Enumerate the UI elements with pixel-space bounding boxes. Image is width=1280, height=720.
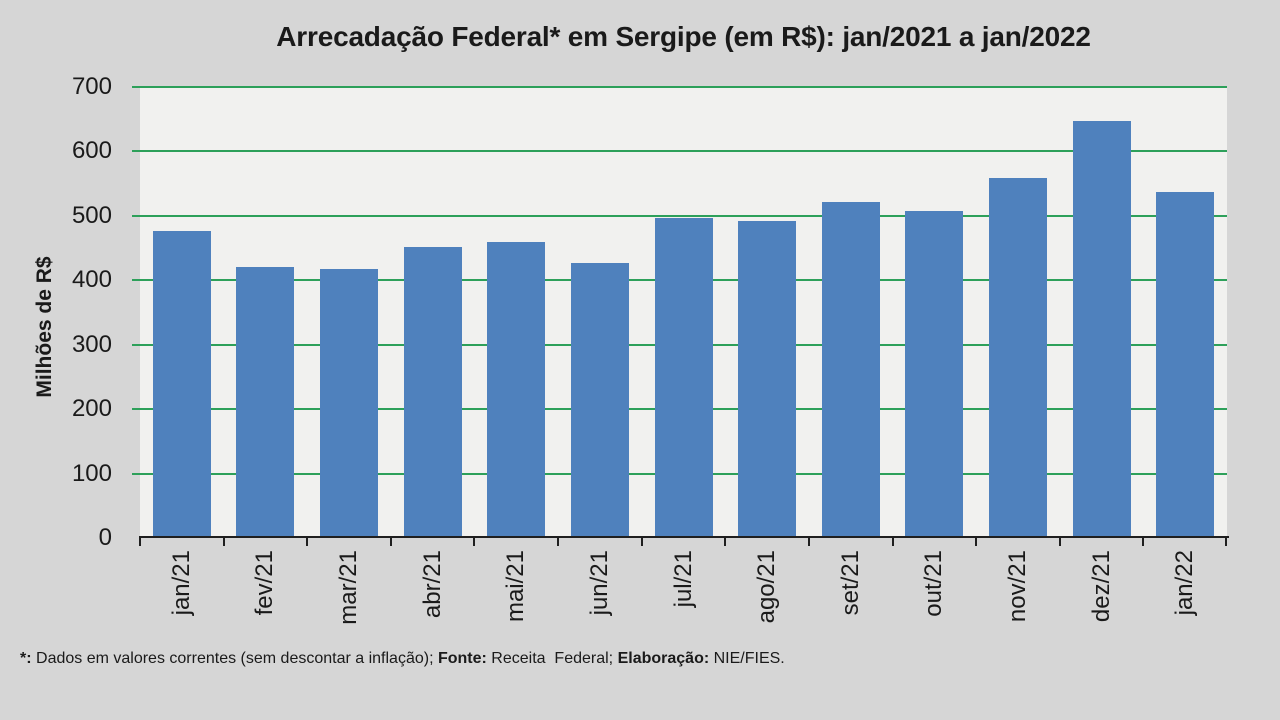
bar-jul-21 <box>654 218 713 538</box>
bar-mai-21 <box>487 241 546 538</box>
x-category-label-fev-21: fev/21 <box>251 550 279 616</box>
x-category-label-out-21: out/21 <box>920 550 948 617</box>
gridline-600 <box>132 150 1227 153</box>
x-axis-tick-9 <box>891 536 894 546</box>
x-axis-tick-2 <box>306 536 309 546</box>
bar-set-21 <box>821 202 880 538</box>
bar-mar-21 <box>320 268 379 538</box>
bar-out-21 <box>905 211 964 538</box>
chart-title: Arrecadação Federal* em Sergipe (em R$):… <box>276 21 1091 52</box>
plot-area <box>132 86 1229 546</box>
x-axis-tick-1 <box>222 536 225 546</box>
footnote-segment-1: Dados em valores correntes (sem desconta… <box>31 650 438 667</box>
x-axis-tick-3 <box>389 536 392 546</box>
x-axis-tick-5 <box>557 536 560 546</box>
y-tick-label-500: 500 <box>71 201 112 229</box>
x-category-label-jun-21: jun/21 <box>585 550 613 616</box>
y-tick-label-400: 400 <box>71 266 112 294</box>
gridline-500 <box>132 214 1227 217</box>
y-tick-label-300: 300 <box>71 330 112 358</box>
bar-jun-21 <box>570 262 629 538</box>
x-axis-tick-6 <box>640 536 643 546</box>
x-category-label-dez-21: dez/21 <box>1087 550 1115 623</box>
bar-jan-22 <box>1156 192 1215 538</box>
x-axis-tick-10 <box>975 536 978 546</box>
x-category-label-mar-21: mar/21 <box>335 550 363 625</box>
y-tick-label-200: 200 <box>71 395 112 423</box>
y-tick-label-700: 700 <box>71 73 112 100</box>
x-category-label-set-21: set/21 <box>836 550 864 616</box>
x-category-label-jan-21: jan/21 <box>167 550 195 616</box>
x-category-label-nov-21: nov/21 <box>1003 550 1031 623</box>
bar-abr-21 <box>403 246 462 538</box>
x-axis-tick-7 <box>724 536 727 546</box>
footnote-segment-2: Fonte: <box>437 650 487 667</box>
bar-nov-21 <box>988 177 1047 538</box>
bar-jan-21 <box>152 231 211 538</box>
y-tick-label-0: 0 <box>98 524 112 551</box>
x-axis-tick-4 <box>473 536 476 546</box>
bar-dez-21 <box>1072 120 1131 538</box>
x-axis-tick-8 <box>807 536 810 546</box>
x-axis-tick-13 <box>1225 536 1227 546</box>
x-category-label-mai-21: mai/21 <box>502 550 530 623</box>
x-axis-tick-12 <box>1142 536 1145 546</box>
y-tick-label-100: 100 <box>71 459 112 487</box>
footnote-segment-5: NIE/FIES. <box>709 650 785 667</box>
footnote-segment-4: Elaboração: <box>617 650 710 667</box>
footnote: *: Dados em valores correntes (sem desco… <box>20 650 785 668</box>
x-axis-line <box>139 536 1229 538</box>
footnote-segment-3: Receita Federal; <box>486 650 618 667</box>
x-category-label-abr-21: abr/21 <box>418 550 446 619</box>
x-axis-tick-11 <box>1058 536 1061 546</box>
x-category-label-ago-21: ago/21 <box>753 550 781 624</box>
x-category-label-jul-21: jul/21 <box>669 550 697 608</box>
x-category-label-jan-22: jan/22 <box>1171 550 1199 616</box>
footnote-segment-0: *: <box>20 650 32 667</box>
x-axis-tick-0 <box>139 536 141 546</box>
bar-ago-21 <box>738 221 797 538</box>
gridline-700 <box>132 86 1227 88</box>
bar-fev-21 <box>236 266 295 538</box>
y-tick-label-600: 600 <box>71 137 112 165</box>
